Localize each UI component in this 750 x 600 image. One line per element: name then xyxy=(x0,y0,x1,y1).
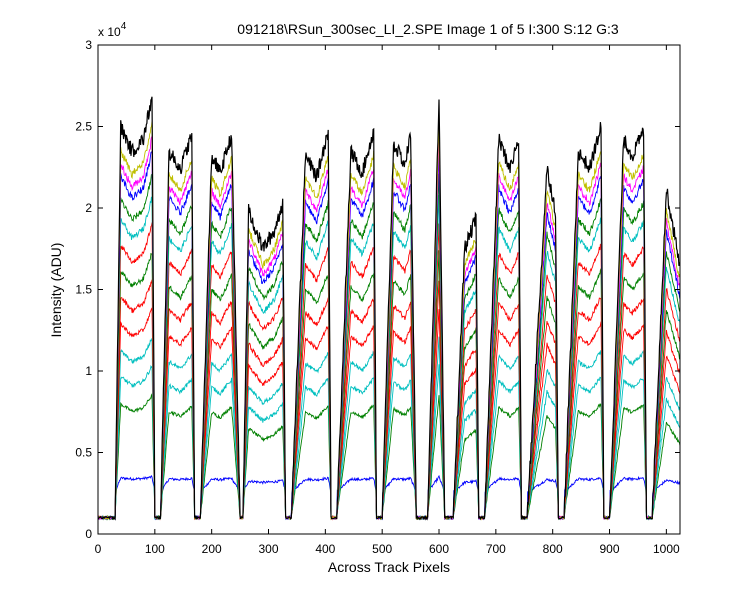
series-line xyxy=(97,173,681,521)
x-tick-label: 700 xyxy=(486,542,506,556)
y-tick-label: 1.5 xyxy=(75,283,92,297)
x-tick-label: 400 xyxy=(315,542,335,556)
y-axis-ticks: 0 0.5 1 1.5 2 2.5 3 xyxy=(75,38,680,541)
y-exponent-base: x 10 xyxy=(98,25,121,39)
x-tick-label: 0 xyxy=(95,542,102,556)
plot-area: 0 100 200 300 400 500 600 700 800 900 1000 0 0.5 1 1.… xyxy=(75,38,681,556)
x-axis-label: Across Track Pixels xyxy=(328,559,450,575)
y-tick-label: 1 xyxy=(85,364,92,378)
y-tick-label: 0 xyxy=(85,527,92,541)
y-tick-label: 2.5 xyxy=(75,120,92,134)
y-exponent-power: 4 xyxy=(121,21,127,32)
x-tick-label: 500 xyxy=(372,542,392,556)
y-axis-label: Intensity (ADU) xyxy=(48,243,64,338)
x-tick-label: 300 xyxy=(258,542,278,556)
x-tick-label: 200 xyxy=(202,542,222,556)
x-tick-label: 100 xyxy=(145,542,165,556)
x-axis-ticks: 0 100 200 300 400 500 600 700 800 900 1000 xyxy=(95,45,680,556)
x-tick-label: 1000 xyxy=(653,542,680,556)
y-tick-label: 0.5 xyxy=(75,446,92,460)
x-tick-label: 900 xyxy=(600,542,620,556)
series-line xyxy=(98,96,681,521)
series-layer xyxy=(97,96,681,521)
y-tick-label: 3 xyxy=(85,38,92,52)
x-tick-label: 600 xyxy=(429,542,449,556)
chart-title: 091218\RSun_300sec_LI_2.SPE Image 1 of 5… xyxy=(237,21,619,37)
y-exponent-label: x 104 xyxy=(98,21,127,39)
x-tick-label: 800 xyxy=(543,542,563,556)
y-tick-label: 2 xyxy=(85,201,92,215)
